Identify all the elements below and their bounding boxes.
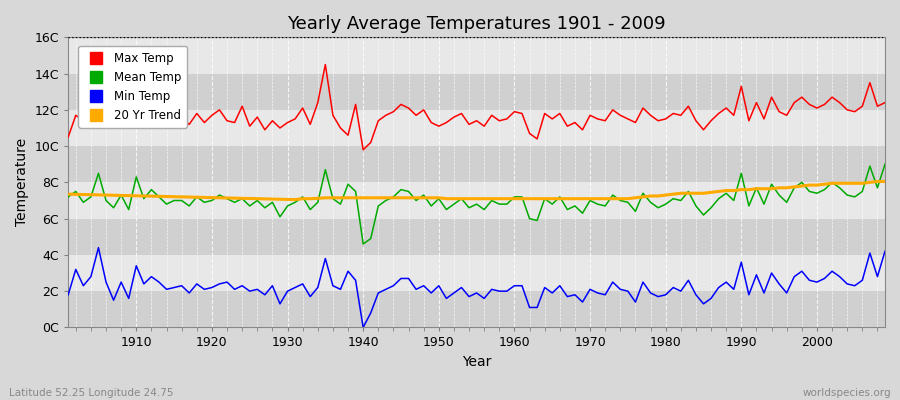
Bar [68, 182, 885, 219]
Bar [68, 291, 885, 328]
X-axis label: Year: Year [462, 355, 491, 369]
Bar [68, 74, 885, 110]
Bar [68, 255, 885, 291]
Y-axis label: Temperature: Temperature [15, 138, 29, 226]
Bar [68, 110, 885, 146]
Text: Latitude 52.25 Longitude 24.75: Latitude 52.25 Longitude 24.75 [9, 388, 174, 398]
Bar [68, 37, 885, 74]
Title: Yearly Average Temperatures 1901 - 2009: Yearly Average Temperatures 1901 - 2009 [287, 15, 666, 33]
Bar [68, 146, 885, 182]
Text: worldspecies.org: worldspecies.org [803, 388, 891, 398]
Bar [68, 219, 885, 255]
Legend: Max Temp, Mean Temp, Min Temp, 20 Yr Trend: Max Temp, Mean Temp, Min Temp, 20 Yr Tre… [78, 46, 187, 128]
